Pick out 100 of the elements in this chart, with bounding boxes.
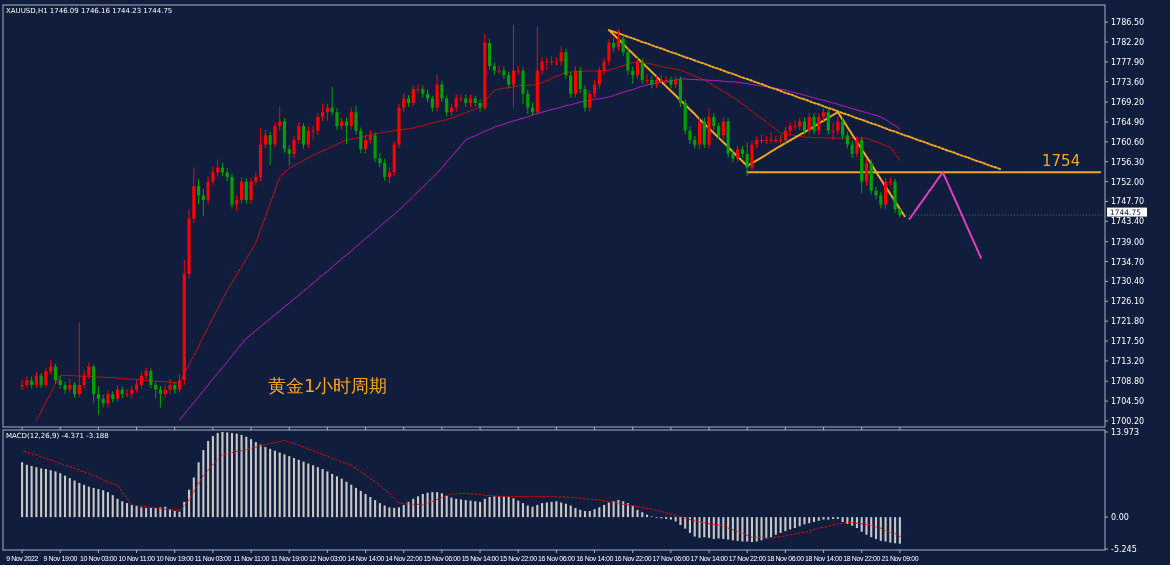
bar <box>469 500 472 518</box>
bar <box>870 517 873 538</box>
bar <box>369 497 372 518</box>
bar <box>521 503 525 518</box>
bar <box>149 507 152 518</box>
bar <box>397 507 401 518</box>
bar <box>793 517 796 529</box>
bar <box>851 517 854 526</box>
bar <box>574 507 577 518</box>
bar <box>235 433 238 518</box>
bar <box>779 517 782 533</box>
bar <box>273 450 276 518</box>
bar <box>197 462 200 518</box>
y-tick-label: 1704.50 <box>1111 397 1145 407</box>
bar <box>97 489 100 518</box>
bar <box>288 456 291 518</box>
bar <box>760 517 763 541</box>
y-tick-label: 1708.80 <box>1111 377 1145 387</box>
bar <box>335 476 338 518</box>
bar <box>474 501 477 518</box>
bar <box>350 484 353 518</box>
bar <box>612 501 615 518</box>
y-tick-label: 1726.10 <box>1111 297 1145 307</box>
bar <box>498 496 501 518</box>
bar <box>345 481 348 518</box>
bar <box>827 517 830 520</box>
y-tick-label: 13.973 <box>1111 427 1139 437</box>
bar <box>617 500 620 518</box>
bar <box>221 432 224 518</box>
y-tick-label: 1769.20 <box>1111 98 1145 108</box>
bar <box>316 467 319 518</box>
y-tick-label: 0.00 <box>1111 513 1129 523</box>
bar <box>641 512 644 518</box>
y-tick-label: 1777.90 <box>1111 57 1145 67</box>
y-tick-label: 1786.50 <box>1111 18 1145 28</box>
bar <box>264 447 267 518</box>
bar <box>603 504 606 518</box>
bar <box>569 505 572 518</box>
series-label: 1754 <box>1042 152 1081 171</box>
bar <box>59 473 62 518</box>
bar <box>68 478 71 518</box>
bar <box>607 502 610 518</box>
bar <box>354 487 358 518</box>
bar <box>679 517 682 526</box>
bar <box>560 502 563 518</box>
bar <box>135 506 138 518</box>
annotation: 黄金1小时周期 <box>268 375 388 396</box>
bar <box>688 517 692 533</box>
bar <box>789 517 792 530</box>
bar <box>770 517 773 538</box>
bar <box>865 517 868 535</box>
bar <box>593 509 596 518</box>
bar <box>884 517 887 542</box>
bar <box>340 478 343 518</box>
bar <box>331 473 334 518</box>
bar <box>250 439 253 518</box>
bar <box>426 492 429 518</box>
bar <box>92 487 95 518</box>
bar <box>173 511 176 518</box>
bar <box>35 467 38 518</box>
bar <box>507 497 510 518</box>
bar <box>63 475 67 518</box>
bar <box>240 434 243 518</box>
y-tick-label: 1756.30 <box>1111 157 1145 167</box>
bar <box>526 505 529 518</box>
bar <box>30 465 33 518</box>
bar <box>25 464 28 518</box>
bar <box>378 503 381 518</box>
bar <box>21 462 24 518</box>
bar <box>121 501 124 518</box>
bar <box>269 448 272 518</box>
bar <box>669 517 672 520</box>
bar <box>388 507 391 518</box>
bar <box>211 436 214 518</box>
bar <box>550 501 553 518</box>
bar <box>555 501 558 518</box>
bar <box>106 492 109 518</box>
bar <box>216 433 219 518</box>
bar <box>588 511 591 518</box>
bar <box>698 517 701 538</box>
bar <box>202 450 205 518</box>
bar <box>684 517 687 529</box>
y-tick-label: 1747.70 <box>1111 197 1145 207</box>
bar <box>531 506 534 518</box>
bar <box>230 433 234 518</box>
y-tick-label: 1717.50 <box>1111 337 1145 347</box>
bar <box>302 461 305 518</box>
bar <box>750 517 754 543</box>
y-tick-label: -5.245 <box>1111 545 1137 555</box>
bar <box>407 501 410 518</box>
bar <box>536 504 539 518</box>
bar <box>125 503 129 518</box>
bar <box>727 517 730 540</box>
bar <box>416 496 420 518</box>
y-tick-label: 1700.20 <box>1111 416 1145 426</box>
bar <box>889 517 892 543</box>
bar <box>493 496 496 518</box>
bar <box>459 499 463 518</box>
y-tick-label: 1782.20 <box>1111 37 1145 47</box>
bar <box>402 504 405 518</box>
